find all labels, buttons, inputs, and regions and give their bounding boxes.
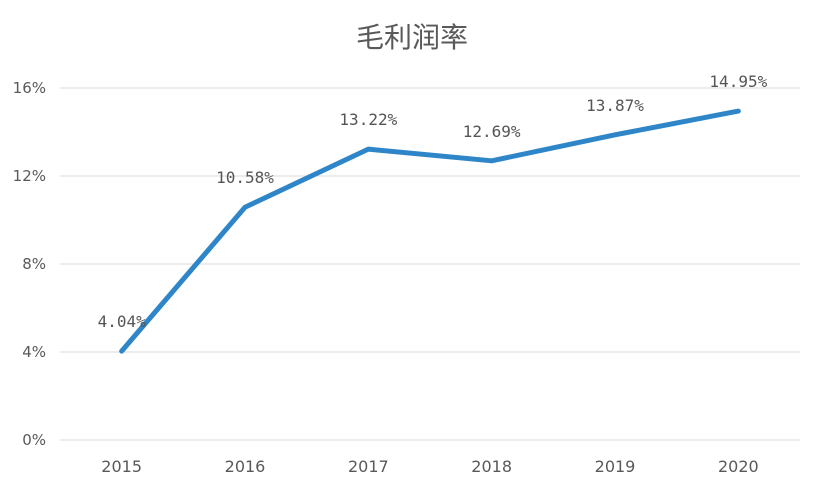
data-label: 13.87% (586, 96, 644, 115)
y-axis-tick-labels: 0% 4% 8% 12% 16% (13, 79, 46, 449)
y-axis-tick-label: 0% (22, 431, 46, 449)
y-axis-tick-label: 16% (13, 79, 46, 97)
y-axis-tick-label: 4% (22, 343, 46, 361)
x-axis-tick-label: 2018 (471, 457, 512, 476)
data-label: 12.69% (463, 122, 521, 141)
chart-title: 毛利润率 (356, 21, 468, 54)
x-axis-tick-label: 2017 (348, 457, 389, 476)
data-label: 10.58% (216, 168, 274, 187)
y-gridlines (60, 87, 800, 441)
x-axis-tick-labels: 2015 2016 2017 2018 2019 2020 (101, 457, 758, 476)
x-axis-tick-label: 2016 (225, 457, 266, 476)
data-label: 4.04% (98, 312, 147, 331)
series-line (119, 108, 741, 354)
x-axis-tick-label: 2015 (101, 457, 142, 476)
y-axis-tick-label: 12% (13, 167, 46, 185)
data-labels: 4.04% 10.58% 13.22% 12.69% 13.87% 14.95% (98, 72, 768, 331)
x-axis-tick-label: 2019 (595, 457, 636, 476)
data-label: 14.95% (709, 72, 767, 91)
data-label: 13.22% (339, 110, 397, 129)
y-axis-tick-label: 8% (22, 255, 46, 273)
x-axis-tick-label: 2020 (718, 457, 759, 476)
